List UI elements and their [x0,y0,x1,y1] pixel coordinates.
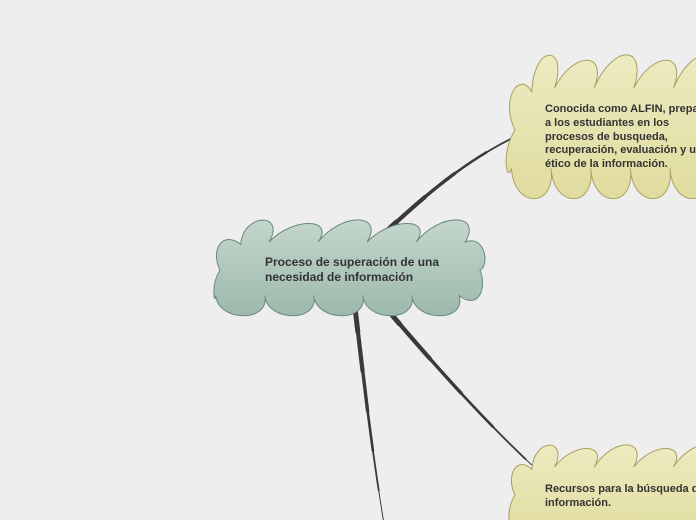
child-node-label: Conocida como ALFIN, prepara a los estud… [545,103,696,172]
central-node: Proceso de superación de una necesidad d… [214,220,485,335]
child-nodes-group: Conocida como ALFIN, prepara a los estud… [506,55,696,520]
child-node-alfin: Conocida como ALFIN, prepara a los estud… [506,55,696,223]
child-node-recursos: Recursos para la búsqueda de información… [509,445,696,520]
central-node-label: Proceso de superación de una necesidad d… [265,255,445,285]
child-node-label: Recursos para la búsqueda de información… [545,483,696,511]
